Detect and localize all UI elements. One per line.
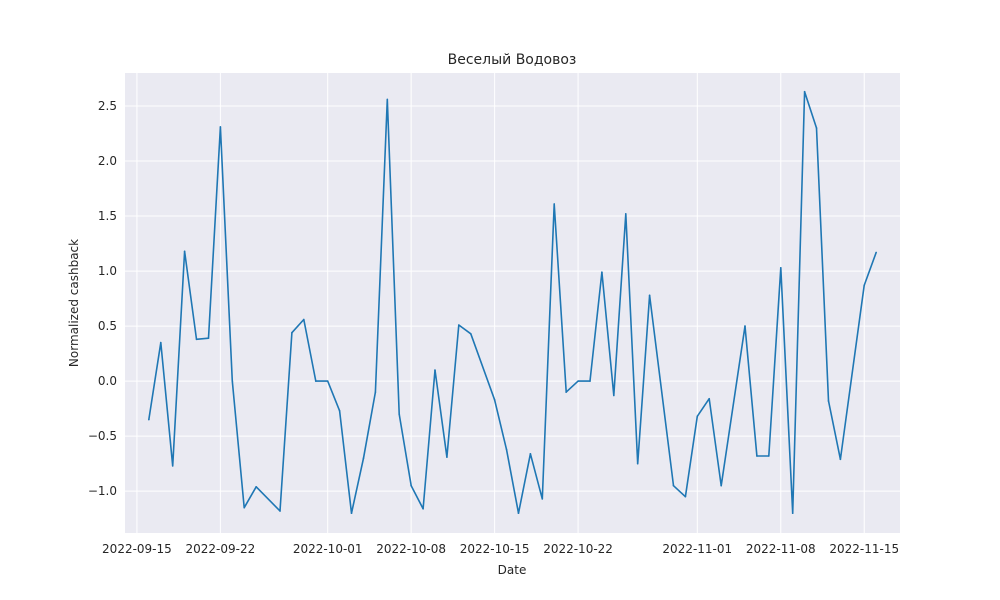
- data-point: [744, 325, 746, 327]
- data-point: [577, 380, 579, 382]
- x-tick-label: 2022-10-22: [543, 542, 613, 556]
- data-point: [648, 294, 651, 297]
- data-point: [446, 456, 448, 458]
- data-point: [875, 251, 877, 254]
- plot-area-background: [125, 73, 900, 533]
- x-axis-label: Date: [498, 563, 527, 577]
- data-point: [589, 380, 591, 382]
- data-point: [553, 203, 556, 205]
- data-point: [386, 98, 389, 101]
- x-tick-label: 2022-10-15: [460, 542, 530, 556]
- data-point: [791, 512, 794, 514]
- data-point: [314, 380, 317, 382]
- data-point: [517, 512, 520, 514]
- data-point: [326, 380, 329, 382]
- y-tick-label: −0.5: [88, 429, 117, 443]
- data-point: [303, 318, 305, 321]
- data-point: [505, 448, 508, 451]
- data-point: [469, 333, 472, 335]
- data-point: [613, 394, 615, 397]
- data-point: [350, 512, 353, 514]
- data-point: [756, 455, 758, 457]
- data-point: [171, 465, 174, 467]
- data-point: [696, 415, 699, 418]
- data-point: [255, 485, 257, 488]
- data-point: [291, 331, 293, 334]
- data-point: [708, 397, 711, 400]
- x-tick-label: 2022-11-15: [829, 542, 899, 556]
- data-point: [565, 391, 567, 393]
- data-point: [863, 284, 866, 287]
- data-point: [815, 127, 818, 129]
- data-point: [601, 271, 603, 273]
- y-tick-labels: −1.0 −0.5 0.0 0.5 1.0 1.5 2.0 2.5: [88, 99, 117, 498]
- x-gridlines: [136, 73, 865, 533]
- data-point: [183, 250, 186, 253]
- data-point: [779, 266, 782, 269]
- data-point: [195, 338, 198, 341]
- y-tick-label: 2.5: [98, 99, 117, 113]
- data-point: [803, 90, 806, 93]
- data-point: [827, 400, 830, 402]
- data-point: [422, 507, 424, 510]
- y-tick-label: 1.0: [98, 264, 117, 278]
- data-point: [624, 213, 627, 215]
- y-tick-label: 2.0: [98, 154, 117, 168]
- x-tick-label: 2022-10-01: [293, 542, 363, 556]
- data-point: [720, 484, 722, 487]
- data-point: [398, 413, 401, 415]
- x-tick-label: 2022-11-01: [662, 542, 732, 556]
- data-point: [768, 455, 770, 457]
- data-point: [207, 337, 210, 340]
- data-point: [338, 410, 341, 412]
- y-gridlines: [125, 105, 900, 492]
- data-point: [148, 418, 150, 421]
- data-point: [243, 506, 246, 509]
- y-tick-label: 1.5: [98, 209, 117, 223]
- data-point: [541, 498, 544, 500]
- data-point: [672, 484, 675, 487]
- data-point: [410, 484, 412, 487]
- data-point: [374, 391, 377, 393]
- data-point: [219, 126, 222, 128]
- data-point: [458, 324, 460, 326]
- data-point: [231, 380, 234, 382]
- data-point: [529, 452, 532, 455]
- y-axis-label: Normalized cashback: [67, 239, 81, 367]
- y-tick-label: 0.0: [98, 374, 117, 388]
- chart-title: Веселый Водовоз: [448, 52, 577, 68]
- data-point: [684, 495, 687, 498]
- data-point: [636, 462, 639, 465]
- y-tick-label: −1.0: [88, 484, 117, 498]
- data-point: [362, 457, 365, 459]
- y-tick-label: 0.5: [98, 319, 117, 333]
- data-point: [159, 341, 162, 344]
- data-point: [434, 369, 436, 371]
- x-tick-label: 2022-10-08: [376, 542, 446, 556]
- x-tick-label: 2022-09-22: [186, 542, 256, 556]
- x-tick-labels: 2022-09-15 2022-09-22 2022-10-01 2022-10-08…: [102, 542, 899, 556]
- data-points: [148, 90, 877, 514]
- x-tick-label: 2022-09-15: [102, 542, 172, 556]
- x-tick-label: 2022-11-08: [746, 542, 816, 556]
- data-point: [493, 399, 496, 401]
- data-point: [839, 458, 842, 461]
- data-point: [279, 510, 281, 512]
